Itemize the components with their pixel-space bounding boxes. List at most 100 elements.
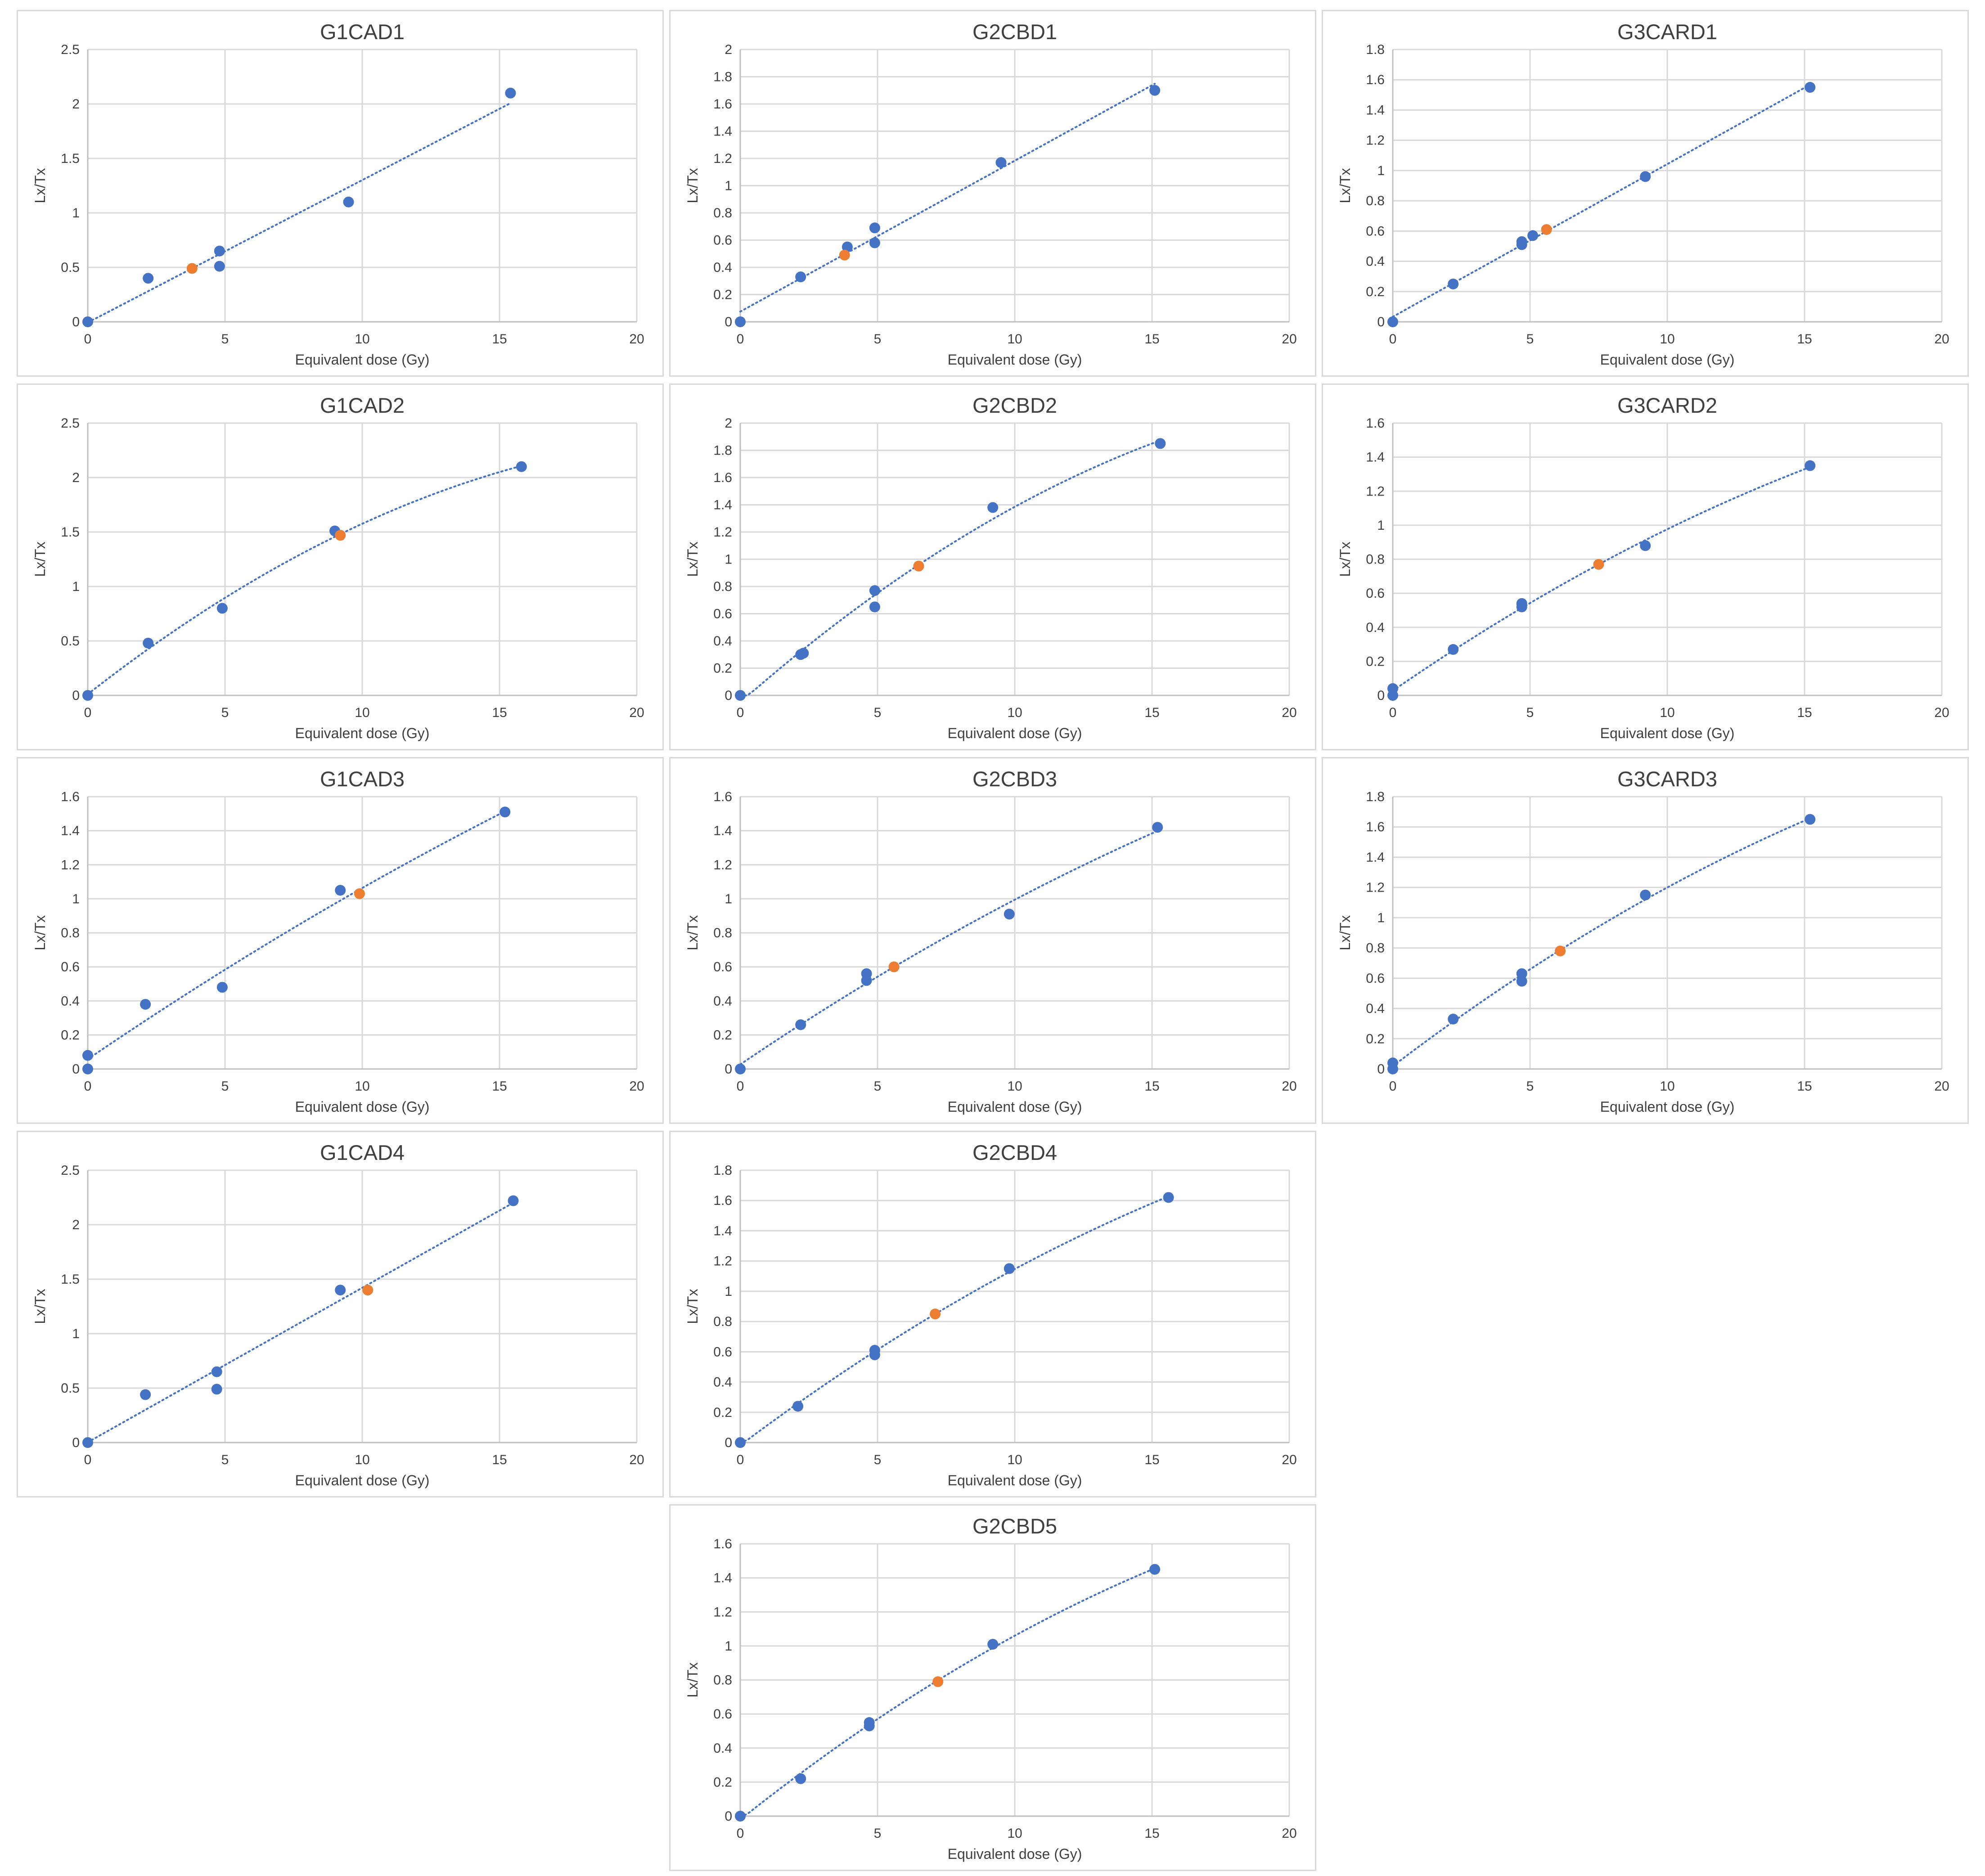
data-point bbox=[143, 273, 154, 284]
y-tick-label: 0 bbox=[725, 1435, 732, 1450]
y-tick-label: 0.8 bbox=[1366, 194, 1385, 208]
x-tick-label: 5 bbox=[874, 1826, 882, 1841]
y-tick-label: 0.6 bbox=[713, 1344, 732, 1359]
x-tick-label: 10 bbox=[1660, 705, 1674, 720]
y-tick-label: 0.2 bbox=[713, 1775, 732, 1790]
chart-title: G1CAD1 bbox=[320, 20, 405, 44]
chart-title: G1CAD2 bbox=[320, 393, 405, 417]
chart-svg: G2CBD5 0 0.2 0.4 0.6 0.8 1 1.2 1.4 1.6 0 5 10 15 20 Equ… bbox=[684, 1514, 1297, 1862]
y-tick-label: 0.2 bbox=[713, 1028, 732, 1042]
x-tick-label: 10 bbox=[1007, 332, 1022, 347]
data-point bbox=[82, 690, 93, 701]
chart-panel-g1cad1: G1CAD1 0 0.5 1 1.5 2 2.5 0 5 10 15 20 Equivalent dos… bbox=[17, 10, 664, 377]
y-tick-label: 2 bbox=[72, 1218, 80, 1232]
data-point bbox=[1805, 460, 1816, 471]
y-tick-label: 1.6 bbox=[1366, 416, 1385, 431]
data-point bbox=[82, 316, 93, 327]
x-tick-label: 5 bbox=[874, 1452, 882, 1467]
y-tick-label: 1.2 bbox=[1366, 133, 1385, 148]
y-tick-label: 1.4 bbox=[1366, 450, 1385, 465]
data-point bbox=[216, 603, 228, 614]
y-tick-label: 0 bbox=[1377, 315, 1385, 329]
y-tick-label: 0.2 bbox=[1366, 1032, 1385, 1046]
y-tick-label: 1.8 bbox=[1366, 789, 1385, 804]
trendline bbox=[87, 102, 512, 323]
unknown-dose-point bbox=[930, 1308, 941, 1320]
y-axis-title: Lx/Tx bbox=[32, 541, 48, 577]
y-tick-label: 0 bbox=[72, 1435, 80, 1450]
x-axis-title: Equivalent dose (Gy) bbox=[948, 1846, 1082, 1862]
data-point bbox=[1149, 1564, 1161, 1575]
y-tick-label: 1 bbox=[1377, 911, 1385, 925]
unknown-dose-point bbox=[839, 249, 850, 261]
x-tick-label: 20 bbox=[629, 1452, 644, 1467]
y-tick-label: 1.4 bbox=[713, 498, 732, 513]
data-point bbox=[1387, 316, 1398, 327]
data-point bbox=[143, 637, 154, 649]
x-tick-label: 15 bbox=[1144, 332, 1159, 347]
x-tick-label: 10 bbox=[1007, 1452, 1022, 1467]
y-tick-label: 1.8 bbox=[713, 1163, 732, 1178]
x-tick-label: 20 bbox=[629, 332, 644, 347]
y-tick-label: 0 bbox=[1377, 1062, 1385, 1077]
data-point bbox=[1387, 1057, 1398, 1069]
y-tick-label: 2.5 bbox=[61, 42, 80, 57]
y-tick-label: 1.2 bbox=[713, 151, 732, 166]
chart-title: G1CAD3 bbox=[320, 767, 405, 791]
y-tick-label: 1 bbox=[725, 1284, 732, 1299]
unknown-dose-point bbox=[335, 530, 346, 541]
y-tick-label: 1.4 bbox=[713, 1571, 732, 1586]
chart-title: G2CBD5 bbox=[972, 1514, 1057, 1538]
data-point bbox=[214, 261, 225, 272]
data-point bbox=[869, 237, 880, 248]
x-tick-label: 15 bbox=[1797, 705, 1812, 720]
y-tick-label: 1.5 bbox=[61, 151, 80, 166]
y-tick-label: 0.8 bbox=[713, 926, 732, 941]
data-point bbox=[1152, 822, 1163, 833]
y-tick-label: 0.4 bbox=[1366, 254, 1385, 269]
y-tick-label: 2 bbox=[72, 470, 80, 485]
data-point bbox=[508, 1195, 519, 1206]
data-point bbox=[995, 157, 1007, 168]
data-point bbox=[1387, 683, 1398, 694]
y-axis-title: Lx/Tx bbox=[1337, 915, 1353, 950]
y-tick-label: 1 bbox=[725, 179, 732, 194]
data-point bbox=[798, 648, 809, 659]
x-tick-label: 15 bbox=[1144, 1452, 1159, 1467]
chart-svg: G2CBD4 0 0.2 0.4 0.6 0.8 1 1.2 1.4 1.6 1.8 0 5 10 15 20… bbox=[684, 1141, 1297, 1488]
x-tick-label: 15 bbox=[1144, 1079, 1159, 1094]
y-tick-label: 2.5 bbox=[61, 1163, 80, 1178]
unknown-dose-point bbox=[913, 560, 924, 572]
unknown-dose-point bbox=[1541, 224, 1552, 235]
y-tick-label: 1 bbox=[1377, 163, 1385, 178]
y-tick-label: 0.8 bbox=[713, 1673, 732, 1688]
y-axis-title: Lx/Tx bbox=[32, 1289, 48, 1324]
x-axis-title: Equivalent dose (Gy) bbox=[948, 1472, 1082, 1488]
y-tick-label: 2 bbox=[72, 97, 80, 112]
trendline bbox=[739, 1567, 1156, 1817]
y-tick-label: 1.5 bbox=[61, 525, 80, 540]
data-point bbox=[735, 1811, 746, 1822]
data-point bbox=[1163, 1192, 1174, 1203]
x-axis-title: Equivalent dose (Gy) bbox=[1600, 352, 1735, 368]
y-tick-label: 0 bbox=[725, 315, 732, 329]
data-point bbox=[140, 999, 151, 1010]
data-point bbox=[1155, 438, 1166, 449]
y-tick-label: 0.2 bbox=[713, 661, 732, 676]
y-tick-label: 0.8 bbox=[61, 926, 80, 941]
chart-title: G3CARD2 bbox=[1617, 393, 1717, 417]
x-tick-label: 10 bbox=[355, 332, 369, 347]
chart-svg: G3CARD2 0 0.2 0.4 0.6 0.8 1 1.2 1.4 1.6 0 5 10 15 20 Eq… bbox=[1337, 393, 1949, 741]
y-tick-label: 0.5 bbox=[61, 260, 80, 275]
y-tick-label: 0.6 bbox=[61, 960, 80, 974]
trendline bbox=[1392, 84, 1811, 318]
chart-panel-g3card3: G3CARD3 0 0.2 0.4 0.6 0.8 1 1.2 1.4 1.6 1.8 0 5 10 15 2… bbox=[1322, 757, 1969, 1124]
x-tick-label: 0 bbox=[737, 1452, 744, 1467]
data-point bbox=[795, 1019, 806, 1030]
data-point bbox=[1805, 82, 1816, 93]
y-tick-label: 0.6 bbox=[713, 960, 732, 974]
x-tick-label: 20 bbox=[629, 705, 644, 720]
y-tick-label: 0.2 bbox=[713, 288, 732, 302]
